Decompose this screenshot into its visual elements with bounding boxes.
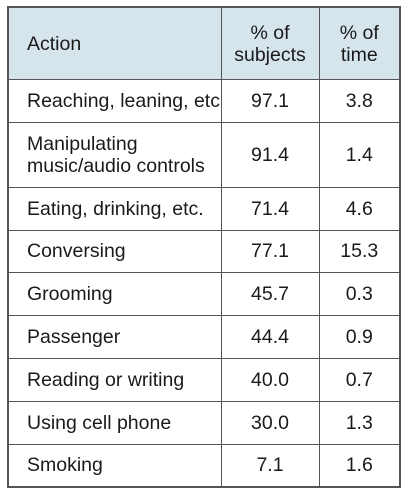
header-time-line2: time [340, 43, 378, 66]
header-subjects-line2: subjects [234, 43, 306, 66]
table-row: Reaching, leaning, etc 97.1 3.8 [9, 79, 399, 123]
header-action-label: Action [27, 32, 82, 55]
header-action: Action [9, 8, 222, 80]
action-label: Smoking [27, 454, 103, 477]
table-row: Reading or writing 40.0 0.7 [9, 357, 399, 402]
percent-time-cell: 0.3 [318, 272, 399, 317]
percent-subjects-cell: 91.4 [220, 121, 320, 188]
percent-time-cell: 4.6 [318, 186, 399, 231]
action-label: Passenger [27, 326, 121, 349]
header-time-line1: % of [339, 21, 379, 44]
table-row: Passenger 44.4 0.9 [9, 315, 399, 359]
table-row: Conversing 77.1 15.3 [9, 229, 399, 274]
table-row: Using cell phone 30.0 1.3 [9, 400, 399, 445]
action-cell: Eating, drinking, etc. [9, 186, 222, 231]
percent-time-cell: 0.9 [318, 315, 399, 359]
percent-time-cell: 1.3 [318, 400, 399, 445]
percent-time-cell: 1.6 [318, 443, 399, 486]
header-percent-subjects: % of subjects [220, 8, 320, 80]
percent-subjects-cell: 44.4 [220, 315, 320, 359]
percent-time-cell: 0.7 [318, 357, 399, 402]
percent-time-cell: 1.4 [318, 121, 399, 188]
action-cell: Smoking [9, 443, 222, 486]
percent-subjects-cell: 40.0 [220, 357, 320, 402]
action-cell: Reaching, leaning, etc [9, 79, 222, 123]
action-cell: Manipulating music/audio controls [9, 121, 222, 188]
action-label: Grooming [27, 283, 113, 306]
header-percent-time: % of time [318, 8, 399, 80]
percent-subjects-cell: 30.0 [220, 400, 320, 445]
action-cell: Passenger [9, 315, 222, 359]
distraction-table: Action % of subjects % of time Reaching,… [9, 8, 399, 486]
distraction-table-frame: Action % of subjects % of time Reaching,… [7, 6, 401, 488]
action-label: Reaching, leaning, etc [27, 89, 220, 112]
action-cell: Conversing [9, 229, 222, 274]
action-label: Reading or writing [27, 368, 185, 391]
table-header-row: Action % of subjects % of time [9, 8, 399, 80]
percent-time-cell: 15.3 [318, 229, 399, 274]
action-label-line1: Manipulating [27, 132, 138, 155]
action-cell: Using cell phone [9, 400, 222, 445]
percent-subjects-cell: 77.1 [220, 229, 320, 274]
percent-subjects-cell: 45.7 [220, 272, 320, 317]
table-row: Grooming 45.7 0.3 [9, 272, 399, 317]
table-row: Eating, drinking, etc. 71.4 4.6 [9, 186, 399, 231]
action-cell: Grooming [9, 272, 222, 317]
percent-subjects-cell: 71.4 [220, 186, 320, 231]
action-label: Eating, drinking, etc. [27, 197, 204, 220]
percent-subjects-cell: 97.1 [220, 79, 320, 123]
action-cell: Reading or writing [9, 357, 222, 402]
action-label: Using cell phone [27, 411, 172, 434]
percent-subjects-cell: 7.1 [220, 443, 320, 486]
action-label: Conversing [27, 240, 126, 263]
percent-time-cell: 3.8 [318, 79, 399, 123]
table-row: Smoking 7.1 1.6 [9, 443, 399, 486]
header-subjects-line1: % of [250, 21, 290, 44]
action-label-line2: music/audio controls [27, 154, 205, 177]
table-row: Manipulating music/audio controls 91.4 1… [9, 121, 399, 188]
